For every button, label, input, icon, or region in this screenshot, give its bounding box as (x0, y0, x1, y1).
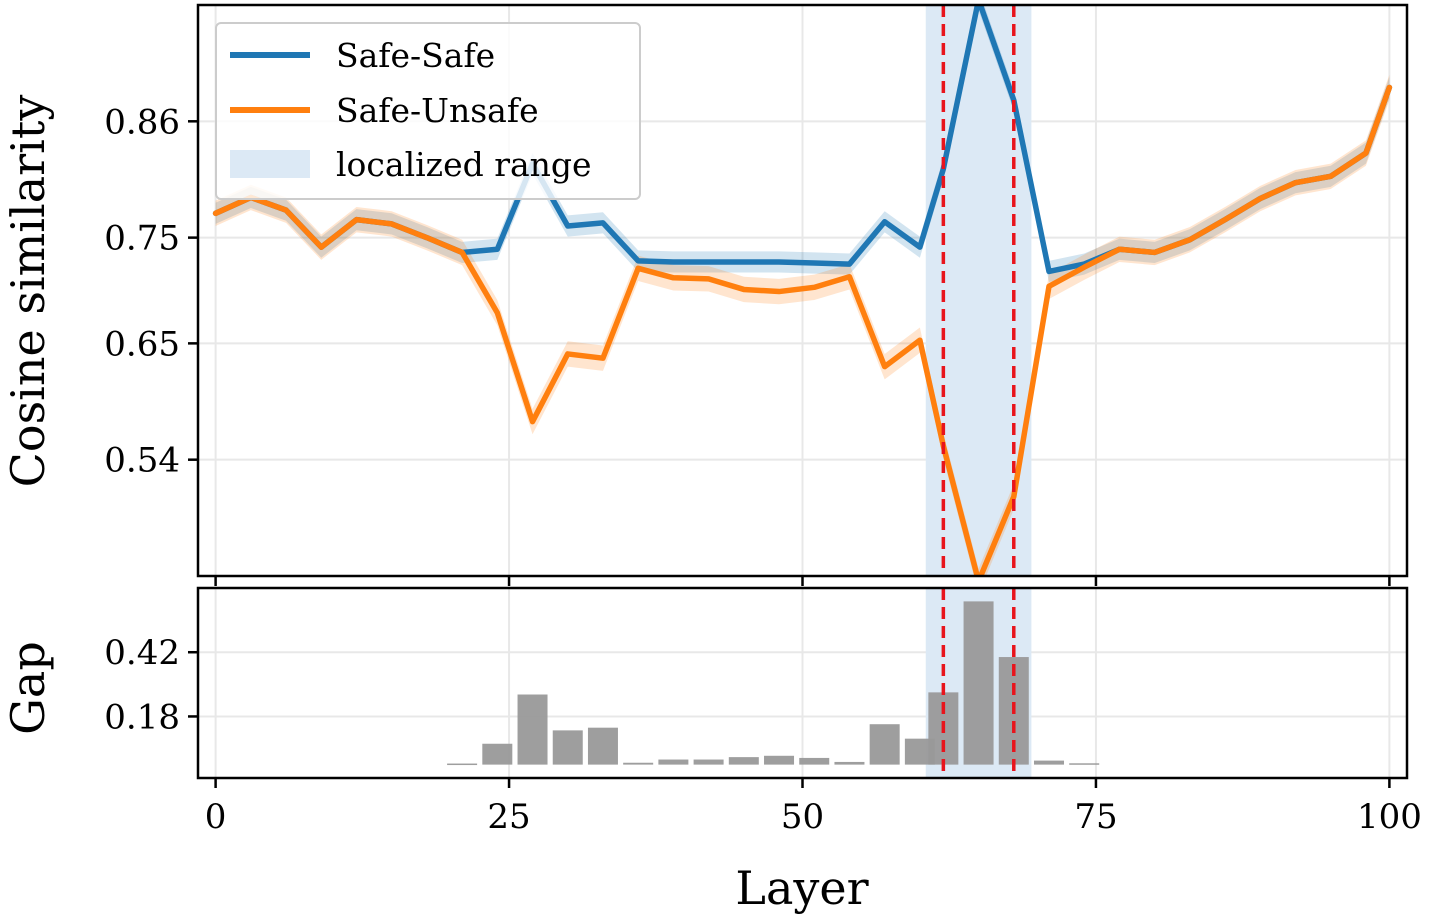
gap-bar-10 (799, 757, 830, 765)
legend-label-safe-unsafe: Safe-Unsafe (336, 91, 539, 130)
legend-label-localized-range: localized range (336, 145, 592, 184)
legend-label-safe-safe: Safe-Safe (336, 36, 495, 75)
gap-bar-11 (834, 761, 865, 765)
x-tick-label-0: 0 (205, 797, 227, 837)
y-tick-label-3: 0.86 (104, 102, 180, 142)
gap-bar-2 (517, 694, 548, 765)
gap-bar-12 (869, 724, 900, 765)
x-tick-label-2: 50 (781, 797, 824, 837)
similarity-panel: 0.54 0.65 0.75 0.86 Cosine similarity Safe-… (1, 3, 1409, 586)
x-tick-label-3: 75 (1074, 797, 1117, 837)
legend: Safe-Safe Safe-Unsafe localized range (215, 22, 641, 200)
x-tick-label-1: 25 (487, 797, 530, 837)
gap-bar-6 (658, 759, 689, 765)
similarity-y-axis-label: Cosine similarity (1, 95, 55, 488)
localized-range-lines-top (941, 5, 1016, 576)
gap-bar-3 (552, 730, 583, 765)
gap-y-ticks: 0.18 0.42 (104, 633, 198, 737)
gap-bar-9 (764, 755, 795, 765)
gap-bar-0 (447, 763, 478, 766)
gap-grid (198, 588, 1407, 778)
gap-bar-18 (1069, 763, 1100, 765)
gap-y-axis-label: Gap (1, 641, 55, 735)
series-line-1 (212, 84, 1393, 576)
similarity-series (212, 5, 1393, 576)
gap-bar-7 (693, 759, 724, 765)
y-tick-label-0: 0.54 (104, 441, 180, 481)
gap-bar-1 (482, 743, 513, 765)
gap-bar-4 (587, 727, 618, 765)
similarity-y-ticks: 0.54 0.65 0.75 0.86 (104, 102, 198, 481)
gap-x-ticks: 0 25 50 75 100 (205, 778, 1422, 837)
y-tick-label-1: 0.65 (104, 324, 180, 364)
x-axis-label: Layer (735, 861, 868, 915)
gap-y-tick-label-1: 0.42 (104, 633, 180, 673)
legend-box (215, 22, 641, 200)
gap-bar-5 (623, 762, 654, 765)
similarity-x-tick-marks (214, 576, 1391, 586)
x-tick-label-4: 100 (1357, 797, 1422, 837)
gap-panel: 0.18 0.42 0 25 50 75 100 Gap Layer (1, 586, 1422, 915)
gap-y-tick-label-0: 0.18 (104, 697, 180, 737)
legend-swatch-localized-range (230, 150, 310, 178)
y-tick-label-2: 0.75 (104, 219, 180, 259)
gap-bar-8 (728, 757, 759, 765)
series-band-0 (215, 5, 1390, 283)
gap-bar-17 (1033, 760, 1064, 765)
gap-bar-15 (963, 601, 994, 765)
localized-range-lines-bottom (941, 588, 1016, 778)
